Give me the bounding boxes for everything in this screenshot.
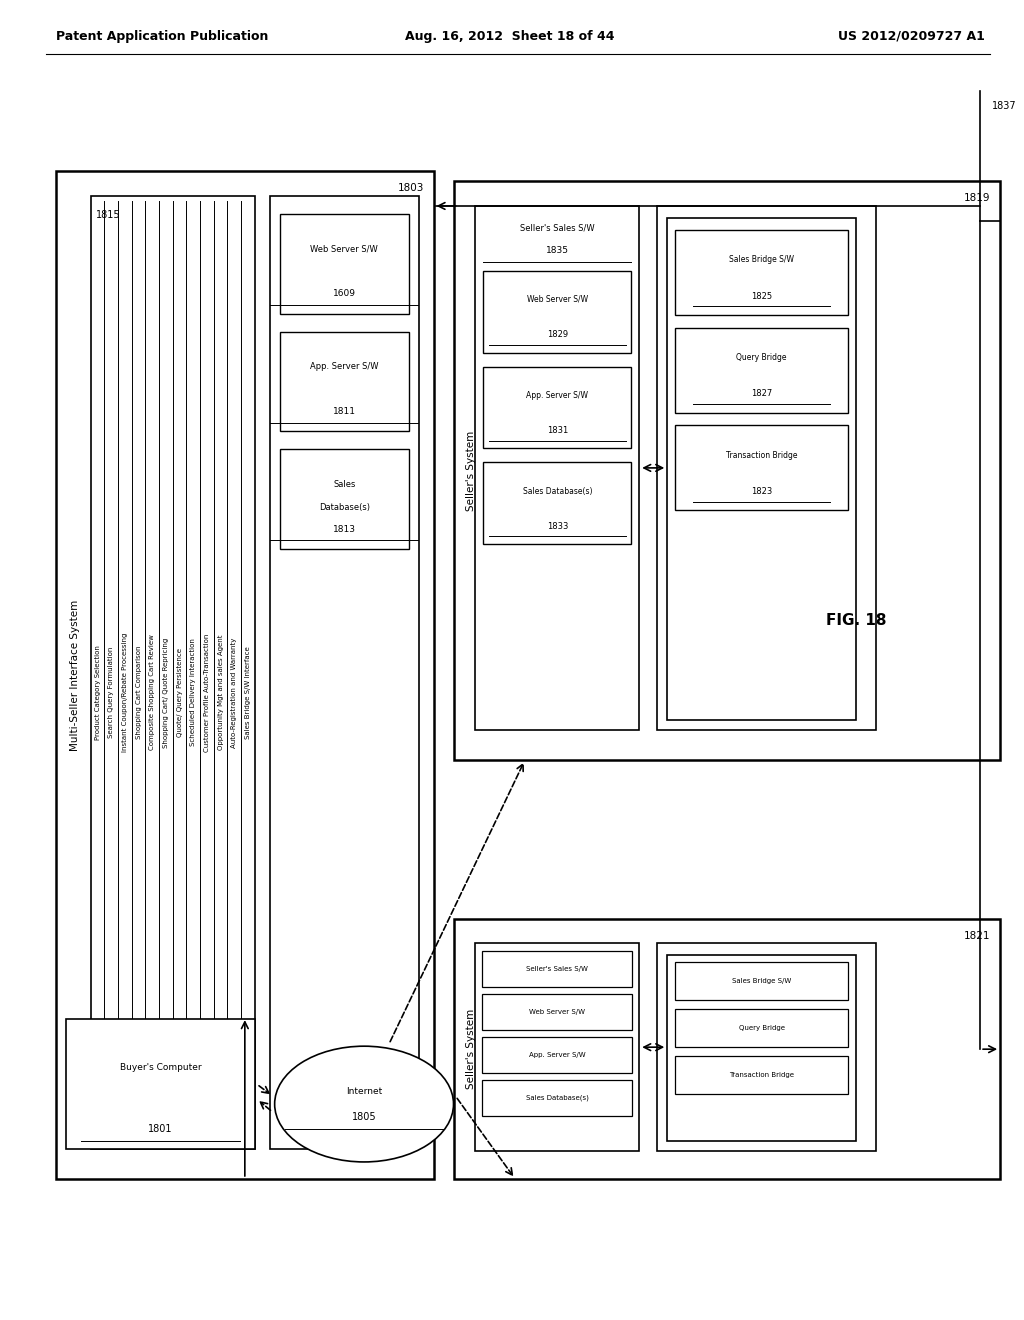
Text: 1833: 1833: [547, 521, 568, 531]
Text: Auto-Registration and Warranty: Auto-Registration and Warranty: [231, 638, 238, 747]
Bar: [675, 1056, 848, 1094]
Text: 1821: 1821: [964, 932, 990, 941]
Text: Customer Profile Auto-Transaction: Customer Profile Auto-Transaction: [204, 634, 210, 751]
Bar: [675, 327, 848, 413]
Bar: [280, 214, 409, 314]
Text: 1827: 1827: [751, 389, 772, 399]
Text: Patent Application Publication: Patent Application Publication: [56, 30, 268, 42]
Text: FIG. 18: FIG. 18: [825, 612, 886, 627]
Bar: [66, 1019, 255, 1148]
Bar: [675, 230, 848, 314]
Bar: [454, 920, 1000, 1179]
Text: 1805: 1805: [352, 1111, 377, 1122]
Text: Quote/ Query Persistence: Quote/ Query Persistence: [176, 648, 182, 737]
Text: Buyer's Computer: Buyer's Computer: [120, 1063, 201, 1072]
Bar: [269, 195, 419, 1148]
Text: 1823: 1823: [751, 487, 772, 496]
Bar: [675, 425, 848, 511]
Text: Sales Bridge S/W Interface: Sales Bridge S/W Interface: [245, 645, 251, 739]
Text: 1831: 1831: [547, 426, 568, 436]
Text: 1803: 1803: [397, 183, 424, 193]
Bar: [675, 1010, 848, 1047]
Text: 1815: 1815: [96, 210, 121, 220]
Bar: [657, 944, 876, 1151]
Text: 1801: 1801: [148, 1125, 173, 1134]
Text: Transaction Bridge: Transaction Bridge: [726, 450, 798, 459]
Bar: [668, 218, 856, 719]
Text: Seller's Sales S/W: Seller's Sales S/W: [520, 223, 595, 232]
Text: Sales Bridge S/W: Sales Bridge S/W: [729, 255, 794, 264]
Bar: [483, 271, 632, 352]
Bar: [482, 994, 633, 1030]
Bar: [454, 181, 1000, 760]
Text: Shopping Cart Comparison: Shopping Cart Comparison: [135, 645, 141, 739]
Text: Sales: Sales: [333, 480, 355, 488]
Bar: [657, 206, 876, 730]
Text: Web Server S/W: Web Server S/W: [526, 294, 588, 304]
Text: US 2012/0209727 A1: US 2012/0209727 A1: [839, 30, 985, 42]
Text: 1837: 1837: [992, 102, 1017, 111]
Text: Product Category Selection: Product Category Selection: [94, 645, 100, 741]
Text: Shopping Cart/ Quote Repricing: Shopping Cart/ Quote Repricing: [163, 638, 169, 747]
Bar: [483, 462, 632, 544]
Text: App. Server S/W: App. Server S/W: [310, 362, 379, 371]
Bar: [482, 952, 633, 987]
Text: Search Query Formulation: Search Query Formulation: [109, 647, 115, 738]
Text: Query Bridge: Query Bridge: [736, 352, 786, 362]
Text: App. Server S/W: App. Server S/W: [526, 391, 589, 400]
Text: Aug. 16, 2012  Sheet 18 of 44: Aug. 16, 2012 Sheet 18 of 44: [406, 30, 614, 42]
Bar: [56, 172, 433, 1179]
Bar: [280, 449, 409, 549]
Text: Opportunity Mgt and sales Agent: Opportunity Mgt and sales Agent: [218, 635, 223, 750]
Text: Query Bridge: Query Bridge: [738, 1026, 784, 1031]
Text: 1825: 1825: [751, 292, 772, 301]
Text: 1813: 1813: [333, 525, 355, 533]
Text: Instant Coupon/Rebate Processing: Instant Coupon/Rebate Processing: [122, 632, 128, 752]
Text: Multi-Seller Interface System: Multi-Seller Interface System: [70, 599, 80, 751]
Text: Sales Database(s): Sales Database(s): [522, 487, 592, 495]
Text: 1811: 1811: [333, 407, 355, 416]
Text: Seller's Sales S/W: Seller's Sales S/W: [526, 966, 588, 973]
Text: Sales Database(s): Sales Database(s): [526, 1094, 589, 1101]
Bar: [475, 206, 639, 730]
Text: Web Server S/W: Web Server S/W: [529, 1010, 586, 1015]
Bar: [675, 962, 848, 1001]
Bar: [482, 1080, 633, 1115]
Bar: [483, 367, 632, 449]
Text: Web Server S/W: Web Server S/W: [310, 244, 378, 253]
Text: Seller's System: Seller's System: [466, 1008, 476, 1089]
Text: Seller's System: Seller's System: [466, 430, 476, 511]
Bar: [91, 195, 255, 1148]
Text: Composite Shopping Cart Review: Composite Shopping Cart Review: [150, 635, 156, 750]
Bar: [475, 944, 639, 1151]
Text: 1835: 1835: [546, 247, 569, 255]
Text: Transaction Bridge: Transaction Bridge: [729, 1072, 794, 1078]
Text: Sales Bridge S/W: Sales Bridge S/W: [732, 978, 792, 985]
Ellipse shape: [274, 1047, 454, 1162]
Text: 1829: 1829: [547, 330, 568, 339]
Bar: [668, 956, 856, 1140]
Text: 1819: 1819: [964, 193, 990, 203]
Text: 1609: 1609: [333, 289, 355, 298]
Bar: [482, 1038, 633, 1073]
Text: Database(s): Database(s): [318, 503, 370, 512]
Text: App. Server S/W: App. Server S/W: [529, 1052, 586, 1059]
Bar: [280, 331, 409, 432]
Text: Scheduled Delivery Interaction: Scheduled Delivery Interaction: [190, 639, 197, 746]
Text: Internet: Internet: [346, 1086, 382, 1096]
